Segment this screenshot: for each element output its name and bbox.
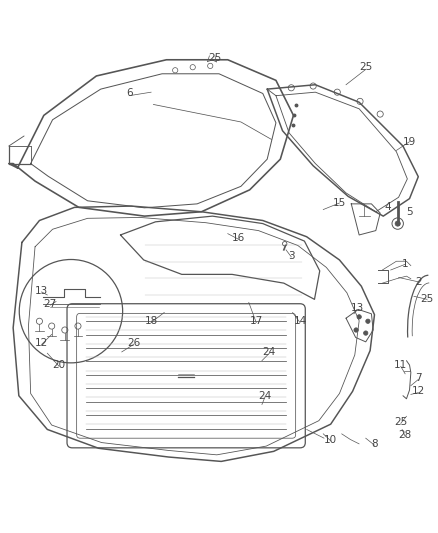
Text: 25: 25 [420,294,434,304]
Text: 13: 13 [350,303,364,313]
Text: 6: 6 [126,88,133,99]
Text: 12: 12 [412,386,425,397]
Text: 8: 8 [371,439,378,449]
Circle shape [357,314,361,319]
Text: 28: 28 [399,430,412,440]
Text: 1: 1 [402,260,409,269]
Text: 18: 18 [145,316,158,326]
Text: 26: 26 [127,338,140,348]
Text: 25: 25 [208,53,221,63]
Text: 27: 27 [44,298,57,309]
Text: 16: 16 [232,233,245,243]
Text: 14: 14 [293,316,307,326]
Text: 17: 17 [250,316,263,326]
Text: 25: 25 [394,417,407,427]
Circle shape [354,328,358,332]
Text: 10: 10 [324,434,337,445]
Text: 7: 7 [415,373,422,383]
Text: 5: 5 [406,207,413,217]
Circle shape [364,331,368,335]
Circle shape [366,319,370,324]
Text: 12: 12 [35,338,48,348]
Text: 11: 11 [394,360,407,370]
Text: 2: 2 [415,277,422,287]
Text: 13: 13 [35,286,48,296]
Text: 19: 19 [403,136,416,147]
Circle shape [395,221,400,226]
Text: 20: 20 [53,360,66,370]
Text: 24: 24 [258,391,272,401]
Text: 4: 4 [384,203,391,212]
Text: 25: 25 [359,62,372,72]
Text: 24: 24 [263,347,276,357]
Text: 15: 15 [333,198,346,208]
Text: 3: 3 [288,251,295,261]
